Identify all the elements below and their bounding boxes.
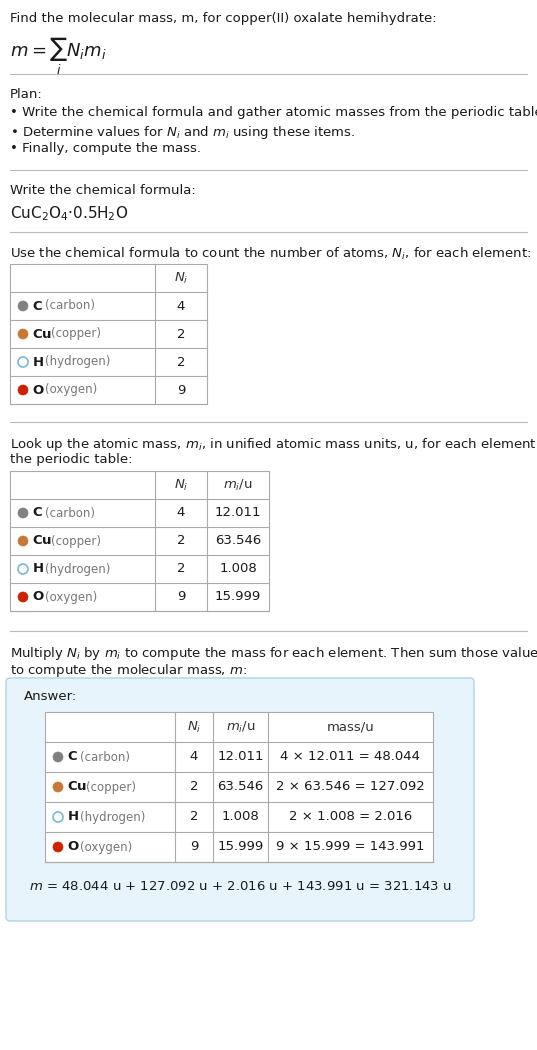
Text: $m_i$/u: $m_i$/u: [223, 478, 253, 492]
Text: 4: 4: [177, 299, 185, 313]
Text: 63.546: 63.546: [215, 534, 261, 547]
Text: (carbon): (carbon): [45, 299, 95, 313]
Text: (carbon): (carbon): [45, 506, 95, 520]
Text: (carbon): (carbon): [80, 751, 130, 763]
Text: CuC$_2$O$_4$·0.5H$_2$O: CuC$_2$O$_4$·0.5H$_2$O: [10, 204, 128, 223]
Circle shape: [18, 564, 28, 574]
Text: 4 × 12.011 = 48.044: 4 × 12.011 = 48.044: [280, 751, 420, 763]
Text: (oxygen): (oxygen): [80, 840, 132, 854]
FancyBboxPatch shape: [6, 678, 474, 921]
Text: 2 × 63.546 = 127.092: 2 × 63.546 = 127.092: [276, 780, 425, 794]
Circle shape: [18, 536, 28, 546]
Text: 2: 2: [177, 356, 185, 369]
Text: $N_i$: $N_i$: [174, 271, 188, 286]
Text: $\bf{O}$: $\bf{O}$: [32, 383, 45, 397]
Circle shape: [53, 812, 63, 822]
Text: 63.546: 63.546: [217, 780, 264, 794]
Text: $\bf{Cu}$: $\bf{Cu}$: [32, 534, 52, 547]
Text: 15.999: 15.999: [217, 840, 264, 854]
Text: $\bf{H}$: $\bf{H}$: [67, 811, 79, 823]
Text: 1.008: 1.008: [222, 811, 259, 823]
Text: 9: 9: [177, 590, 185, 604]
Text: 2 × 1.008 = 2.016: 2 × 1.008 = 2.016: [289, 811, 412, 823]
Circle shape: [18, 385, 28, 395]
Text: • Finally, compute the mass.: • Finally, compute the mass.: [10, 142, 201, 155]
Text: $m_i$/u: $m_i$/u: [226, 719, 255, 735]
Text: 1.008: 1.008: [219, 563, 257, 575]
Text: Answer:: Answer:: [24, 690, 77, 704]
Text: (copper): (copper): [51, 328, 101, 340]
Text: 9 × 15.999 = 143.991: 9 × 15.999 = 143.991: [276, 840, 425, 854]
Text: (hydrogen): (hydrogen): [80, 811, 146, 823]
Text: (hydrogen): (hydrogen): [45, 563, 111, 575]
Text: $\bf{C}$: $\bf{C}$: [67, 751, 78, 763]
Circle shape: [18, 301, 28, 311]
Text: Look up the atomic mass, $m_i$, in unified atomic mass units, u, for each elemen: Look up the atomic mass, $m_i$, in unifi…: [10, 436, 537, 453]
Text: 9: 9: [190, 840, 198, 854]
Text: 4: 4: [190, 751, 198, 763]
Text: $m = \sum_i N_i m_i$: $m = \sum_i N_i m_i$: [10, 36, 106, 78]
Text: 15.999: 15.999: [215, 590, 261, 604]
Text: Plan:: Plan:: [10, 88, 43, 101]
Circle shape: [53, 842, 63, 852]
Text: $\bf{H}$: $\bf{H}$: [32, 563, 44, 575]
Circle shape: [18, 329, 28, 339]
Text: Multiply $N_i$ by $m_i$ to compute the mass for each element. Then sum those val: Multiply $N_i$ by $m_i$ to compute the m…: [10, 645, 537, 662]
Text: the periodic table:: the periodic table:: [10, 453, 133, 466]
Circle shape: [53, 752, 63, 762]
Text: (oxygen): (oxygen): [45, 383, 97, 397]
Circle shape: [53, 782, 63, 792]
Text: $\bf{Cu}$: $\bf{Cu}$: [32, 328, 52, 340]
Text: 2: 2: [190, 780, 198, 794]
Text: 2: 2: [177, 534, 185, 547]
Text: (hydrogen): (hydrogen): [45, 356, 111, 369]
Text: 9: 9: [177, 383, 185, 397]
Text: 2: 2: [177, 563, 185, 575]
Text: $N_i$: $N_i$: [174, 478, 188, 492]
Text: Find the molecular mass, m, for copper(II) oxalate hemihydrate:: Find the molecular mass, m, for copper(I…: [10, 12, 437, 25]
Text: • Write the chemical formula and gather atomic masses from the periodic table.: • Write the chemical formula and gather …: [10, 106, 537, 119]
Text: $\bf{C}$: $\bf{C}$: [32, 299, 43, 313]
Text: 2: 2: [177, 328, 185, 340]
Bar: [10, 264, 207, 404]
Text: (copper): (copper): [51, 534, 101, 547]
Circle shape: [18, 357, 28, 367]
Text: to compute the molecular mass, $m$:: to compute the molecular mass, $m$:: [10, 662, 247, 679]
Text: $N_i$: $N_i$: [187, 719, 201, 735]
Text: $\bf{C}$: $\bf{C}$: [32, 506, 43, 520]
Text: Write the chemical formula:: Write the chemical formula:: [10, 184, 196, 197]
Circle shape: [18, 508, 28, 518]
Text: mass/u: mass/u: [326, 720, 374, 734]
Text: Use the chemical formula to count the number of atoms, $N_i$, for each element:: Use the chemical formula to count the nu…: [10, 246, 531, 262]
Text: $\bf{O}$: $\bf{O}$: [67, 840, 79, 854]
Text: (oxygen): (oxygen): [45, 590, 97, 604]
Text: • Determine values for $N_i$ and $m_i$ using these items.: • Determine values for $N_i$ and $m_i$ u…: [10, 124, 355, 141]
Text: 12.011: 12.011: [217, 751, 264, 763]
Text: 4: 4: [177, 506, 185, 520]
Bar: [45, 712, 433, 862]
Circle shape: [18, 592, 28, 602]
Text: (copper): (copper): [86, 780, 136, 794]
Text: 2: 2: [190, 811, 198, 823]
Text: $\bf{H}$: $\bf{H}$: [32, 356, 44, 369]
Text: $m$ = 48.044 u + 127.092 u + 2.016 u + 143.991 u = 321.143 u: $m$ = 48.044 u + 127.092 u + 2.016 u + 1…: [28, 880, 452, 892]
Text: $\bf{Cu}$: $\bf{Cu}$: [67, 780, 87, 794]
Bar: [10, 471, 269, 611]
Text: 12.011: 12.011: [215, 506, 261, 520]
Text: $\bf{O}$: $\bf{O}$: [32, 590, 45, 604]
